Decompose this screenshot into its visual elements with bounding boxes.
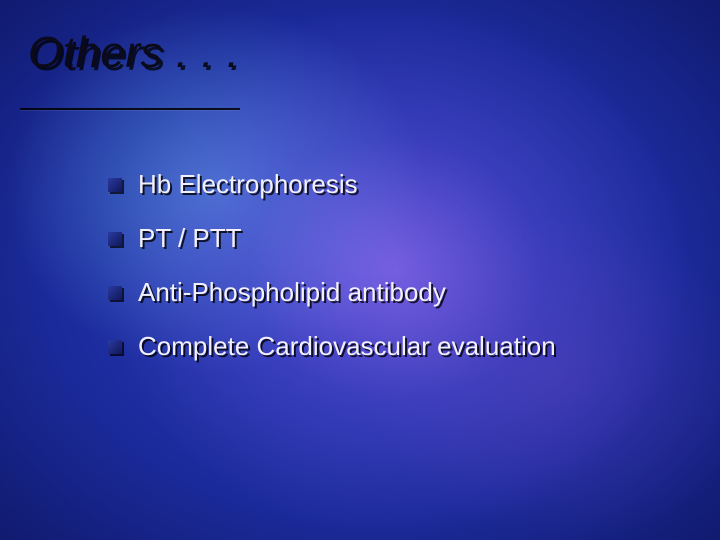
slide-title-text: Others . . . bbox=[28, 28, 239, 77]
list-item-text: Complete Cardiovascular evaluation Compl… bbox=[138, 332, 556, 362]
square-bullet-icon bbox=[108, 232, 122, 246]
slide: Others . . . Others . . . Hb Electrophor… bbox=[0, 0, 720, 540]
title-underline bbox=[20, 108, 240, 110]
list-item: PT / PTT PT / PTT bbox=[108, 224, 680, 254]
square-bullet-icon bbox=[108, 178, 122, 192]
list-item: Anti-Phospholipid antibody Anti-Phosphol… bbox=[108, 278, 680, 308]
list-item-text: PT / PTT PT / PTT bbox=[138, 224, 242, 254]
list-item-text: Hb Electrophoresis Hb Electrophoresis bbox=[138, 170, 358, 200]
list-item: Complete Cardiovascular evaluation Compl… bbox=[108, 332, 680, 362]
square-bullet-icon bbox=[108, 340, 122, 354]
list-item: Hb Electrophoresis Hb Electrophoresis bbox=[108, 170, 680, 200]
bullet-list: Hb Electrophoresis Hb Electrophoresis PT… bbox=[108, 170, 680, 386]
slide-title: Others . . . Others . . . bbox=[28, 28, 239, 78]
square-bullet-icon bbox=[108, 286, 122, 300]
list-item-text: Anti-Phospholipid antibody Anti-Phosphol… bbox=[138, 278, 446, 308]
